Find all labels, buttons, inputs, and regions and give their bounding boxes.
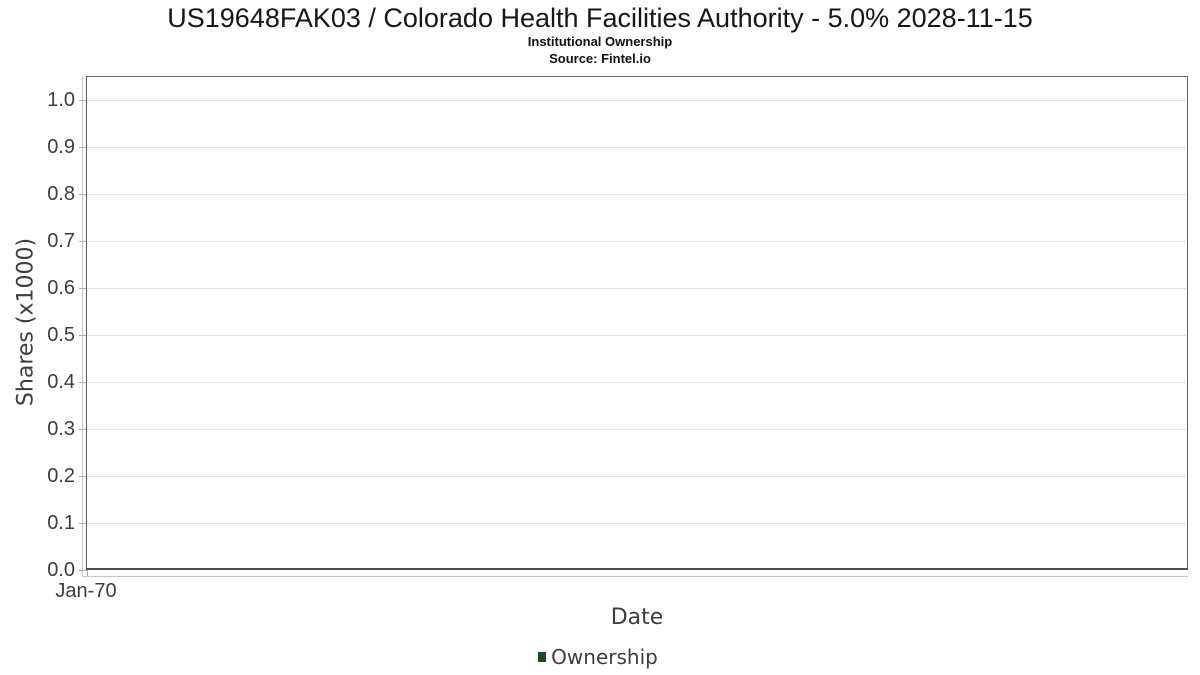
plot-area xyxy=(86,76,1188,570)
y-tick-label: 0.5 xyxy=(47,324,75,346)
y-tick-mark xyxy=(79,476,87,477)
y-tick-label: 1.0 xyxy=(47,89,75,111)
y-tick-mark xyxy=(79,194,87,195)
y-tick-label: 0.9 xyxy=(47,136,75,158)
y-tick-mark xyxy=(79,100,87,101)
y-gridline xyxy=(88,100,1186,101)
x-axis-title: Date xyxy=(610,605,664,630)
legend: Ownership xyxy=(0,645,1196,669)
y-tick-label: 0.4 xyxy=(47,371,75,393)
legend-swatch-ownership xyxy=(538,652,547,662)
y-tick-label: 0.2 xyxy=(47,465,75,487)
chart-source: Source: Fintel.io xyxy=(549,51,651,66)
y-tick-mark xyxy=(79,335,87,336)
x-axis-line xyxy=(81,575,1188,577)
chart-subtitle: Institutional Ownership xyxy=(527,34,673,49)
y-tick-mark xyxy=(79,288,87,289)
y-gridline xyxy=(88,335,1186,336)
y-gridline xyxy=(88,476,1186,477)
y-gridline xyxy=(88,194,1186,195)
y-tick-mark xyxy=(79,147,87,148)
y-tick-mark xyxy=(79,382,87,383)
legend-label-ownership: Ownership xyxy=(551,645,658,669)
x-tick-mark xyxy=(86,570,88,576)
y-tick-mark xyxy=(79,241,87,242)
y-tick-mark xyxy=(79,570,87,571)
y-gridline xyxy=(88,523,1186,524)
y-tick-label: 0.3 xyxy=(47,418,75,440)
y-tick-label: 0.7 xyxy=(47,230,75,252)
x-tick-label: Jan-70 xyxy=(55,580,117,602)
y-gridline xyxy=(88,429,1186,430)
y-tick-label: 0.1 xyxy=(47,512,75,534)
y-tick-label: 0.8 xyxy=(47,183,75,205)
y-tick-mark xyxy=(79,429,87,430)
chart-title: US19648FAK03 / Colorado Health Facilitie… xyxy=(167,3,1033,33)
y-axis-line xyxy=(81,76,83,576)
y-tick-mark xyxy=(79,523,87,524)
y-tick-label: 0.6 xyxy=(47,277,75,299)
y-gridline xyxy=(88,382,1186,383)
y-gridline xyxy=(88,147,1186,148)
y-gridline xyxy=(88,288,1186,289)
y-gridline xyxy=(88,241,1186,242)
y-tick-label: 0.0 xyxy=(47,559,75,581)
